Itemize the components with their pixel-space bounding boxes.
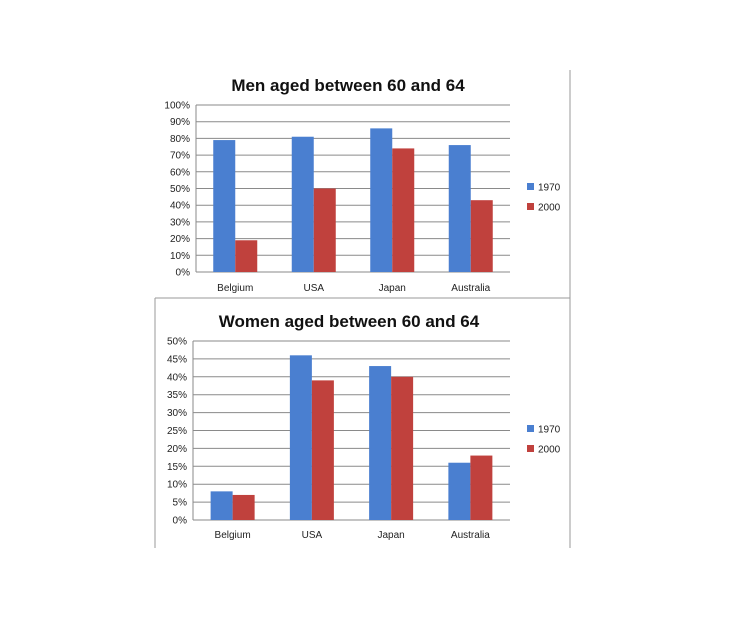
men-chart-title: Men aged between 60 and 64 [231, 76, 465, 95]
women-category-label: Belgium [215, 530, 251, 541]
women-category-label: Australia [451, 530, 490, 541]
women-y-tick-label: 10% [167, 480, 187, 491]
men-y-tick-label: 80% [170, 134, 190, 145]
men-bar-japan-1970 [370, 128, 393, 272]
women-bar-belgium-1970 [210, 491, 233, 520]
women-bar-japan-2000 [391, 376, 414, 520]
men-bar-usa-1970 [291, 136, 314, 272]
women-bar-belgium-2000 [232, 494, 255, 520]
men-bar-usa-2000 [313, 188, 336, 272]
men-y-tick-label: 60% [170, 167, 190, 178]
women-y-tick-label: 30% [167, 408, 187, 419]
women-bar-usa-2000 [311, 380, 334, 520]
women-chart-title: Women aged between 60 and 64 [219, 312, 480, 331]
women-y-tick-label: 5% [173, 498, 188, 509]
women-legend-swatch-2000 [527, 445, 534, 452]
men-y-tick-label: 10% [170, 251, 190, 262]
women-legend-label-1970: 1970 [538, 425, 561, 436]
men-y-tick-label: 30% [170, 217, 190, 228]
men-legend-swatch-1970 [527, 183, 534, 190]
men-y-tick-label: 20% [170, 234, 190, 245]
women-y-tick-label: 25% [167, 426, 187, 437]
men-y-tick-label: 50% [170, 184, 190, 195]
men-legend-swatch-2000 [527, 203, 534, 210]
women-legend-swatch-1970 [527, 425, 534, 432]
women-chart: Women aged between 60 and 64 0% 5% 10% 15% 20… [167, 312, 561, 541]
women-y-tick-label: 45% [167, 354, 187, 365]
women-y-tick-label: 50% [167, 337, 187, 348]
men-y-tick-label: 0% [176, 268, 191, 279]
women-y-tick-label: 15% [167, 462, 187, 473]
men-bar-belgium-1970 [213, 140, 236, 272]
women-legend-label-2000: 2000 [538, 445, 561, 456]
women-category-label: USA [302, 530, 323, 541]
men-category-label: Japan [379, 283, 406, 294]
women-bar-australia-1970 [448, 462, 471, 520]
men-category-label: USA [303, 283, 324, 294]
men-y-tick-label: 100% [164, 101, 190, 112]
men-category-label: Belgium [217, 283, 253, 294]
women-bar-japan-1970 [369, 366, 392, 520]
women-y-tick-label: 0% [173, 516, 188, 527]
women-y-tick-label: 35% [167, 390, 187, 401]
men-y-tick-label: 70% [170, 151, 190, 162]
men-chart: Men aged between 60 and 64 0% 10% 20% 30% 40%… [164, 76, 560, 294]
women-y-tick-label: 20% [167, 444, 187, 455]
men-y-tick-label: 40% [170, 201, 190, 212]
women-bar-australia-2000 [470, 455, 493, 520]
men-category-label: Australia [451, 283, 490, 294]
men-bar-belgium-2000 [235, 240, 258, 272]
men-bar-australia-2000 [470, 200, 493, 272]
men-legend-label-1970: 1970 [538, 183, 561, 194]
women-bar-usa-1970 [289, 355, 312, 520]
men-bar-australia-1970 [448, 145, 471, 272]
women-y-tick-label: 40% [167, 372, 187, 383]
men-legend-label-2000: 2000 [538, 203, 561, 214]
men-y-tick-label: 90% [170, 117, 190, 128]
women-category-label: Japan [378, 530, 405, 541]
men-bar-japan-2000 [392, 148, 415, 272]
